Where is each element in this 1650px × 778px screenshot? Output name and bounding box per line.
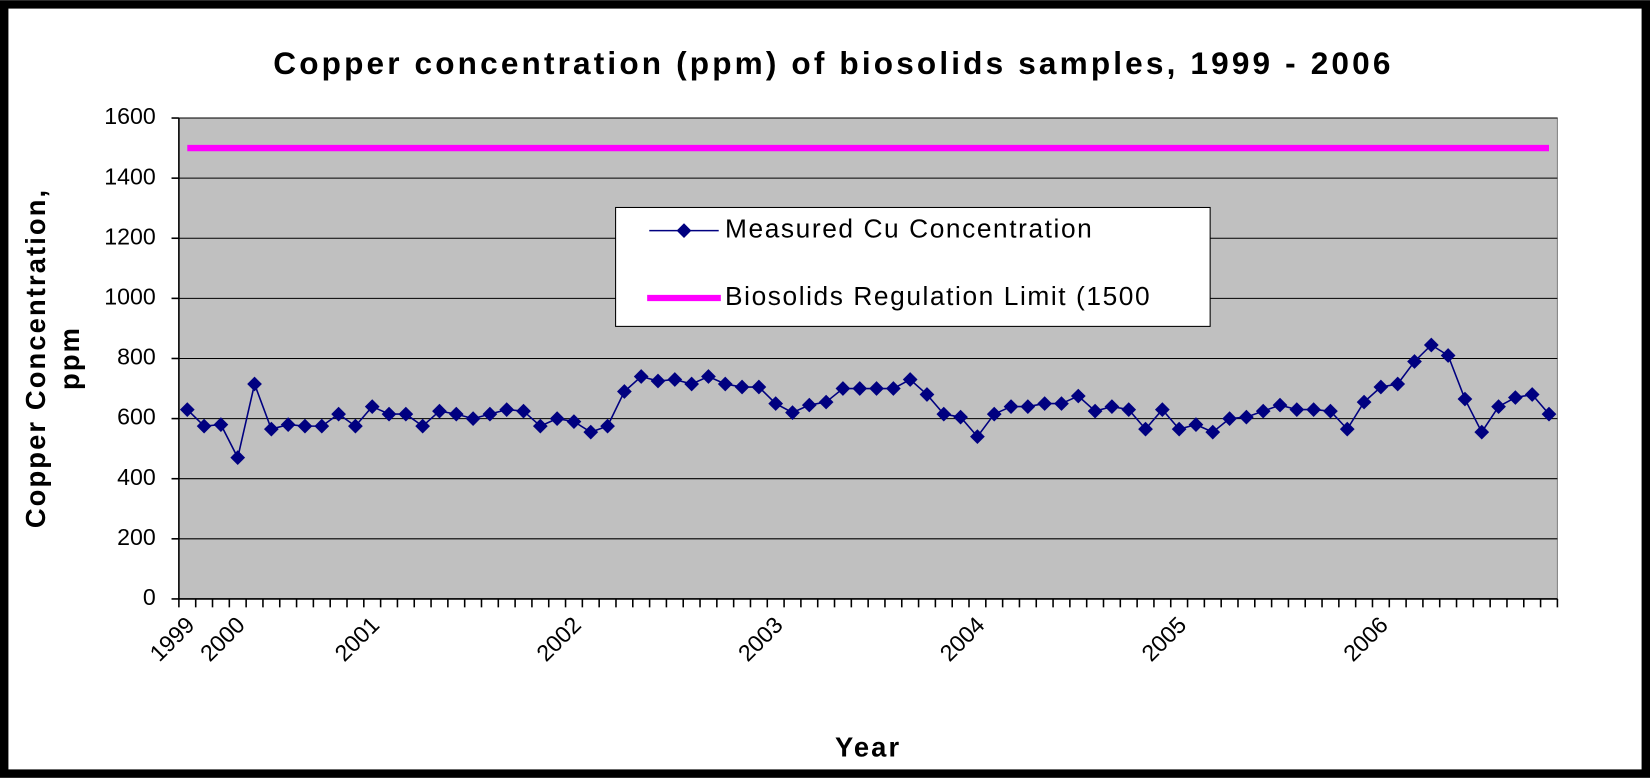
data-marker [1474, 424, 1490, 440]
data-line [186, 343, 1550, 460]
y-axis-title-line: Copper Concentration, [20, 188, 51, 528]
data-marker [398, 406, 414, 422]
legend-swatch-marker [676, 223, 692, 238]
data-marker [1356, 394, 1372, 410]
data-marker [1239, 409, 1254, 425]
data-marker [297, 418, 313, 434]
data-marker [516, 403, 531, 419]
data-marker [549, 411, 565, 426]
data-marker [1054, 396, 1069, 411]
y-tick-label: 1200 [104, 223, 155, 249]
data-marker [1423, 337, 1439, 353]
data-marker [247, 376, 262, 392]
data-marker [179, 402, 195, 417]
data-marker [1205, 424, 1221, 440]
data-marker [818, 394, 834, 410]
y-tick-label: 1600 [104, 103, 155, 129]
data-marker [1138, 421, 1153, 437]
data-marker [1037, 396, 1053, 411]
data-marker [465, 411, 481, 426]
data-marker [448, 406, 464, 422]
y-tick-label: 200 [117, 524, 156, 550]
data-marker [1121, 402, 1137, 417]
legend-label: Biosolids Regulation Limit (1500 [725, 281, 1151, 311]
data-marker [801, 397, 817, 413]
data-marker [1407, 354, 1422, 369]
data-marker [432, 403, 447, 419]
legend-box [615, 206, 1211, 327]
data-marker [785, 405, 800, 420]
data-marker [701, 369, 716, 384]
data-marker [213, 417, 229, 432]
data-marker [566, 414, 582, 429]
data-marker [986, 406, 1002, 422]
y-axis-title: Copper Concentration, ppm [20, 188, 85, 528]
data-marker [633, 369, 649, 384]
y-tick-label: 600 [117, 404, 156, 430]
y-axis-title-line: ppm [54, 326, 85, 390]
data-marker [230, 450, 246, 466]
data-marker [684, 376, 699, 392]
data-marker [415, 418, 431, 434]
data-marker [667, 372, 683, 387]
data-marker [617, 384, 632, 399]
data-marker [331, 406, 346, 422]
data-marker [953, 409, 968, 425]
data-marker [1440, 348, 1456, 363]
data-marker [650, 373, 666, 389]
data-marker [835, 381, 851, 396]
data-marker [717, 376, 733, 392]
data-marker [1339, 421, 1355, 437]
data-marker [600, 418, 615, 434]
y-tick-label: 1000 [104, 283, 155, 309]
data-marker [364, 399, 380, 414]
data-marker [734, 379, 750, 395]
data-marker [1222, 411, 1237, 426]
data-marker [499, 402, 515, 417]
data-marker [1003, 399, 1019, 414]
data-marker [1457, 391, 1473, 407]
y-tick-label: 800 [117, 344, 156, 370]
legend-label: Measured Cu Concentration [725, 214, 1093, 244]
y-tick-label: 1400 [104, 163, 155, 189]
data-marker [936, 406, 952, 422]
chart-title: Copper concentration (ppm) of biosolids … [273, 45, 1393, 81]
data-marker [1020, 399, 1036, 414]
data-marker [482, 406, 498, 422]
data-marker [852, 381, 868, 396]
data-marker [970, 429, 985, 444]
data-marker [532, 418, 548, 434]
y-tick-label: 0 [143, 584, 156, 610]
data-marker [583, 424, 599, 440]
data-marker [768, 396, 784, 411]
y-tick-label: 400 [117, 464, 156, 490]
data-marker [1104, 399, 1120, 414]
x-axis-title: Year [835, 732, 901, 763]
data-marker [1154, 402, 1170, 417]
data-marker [263, 421, 279, 437]
data-marker [869, 381, 884, 396]
data-marker [314, 418, 330, 434]
data-marker [1087, 403, 1103, 419]
data-marker [1373, 379, 1389, 395]
data-marker [751, 379, 767, 395]
data-marker [348, 418, 363, 434]
data-marker [280, 417, 296, 432]
data-marker [902, 372, 918, 387]
data-marker [1491, 399, 1506, 414]
data-marker [885, 381, 901, 396]
data-marker [919, 387, 935, 402]
data-marker [381, 406, 397, 422]
data-marker [1390, 376, 1406, 392]
